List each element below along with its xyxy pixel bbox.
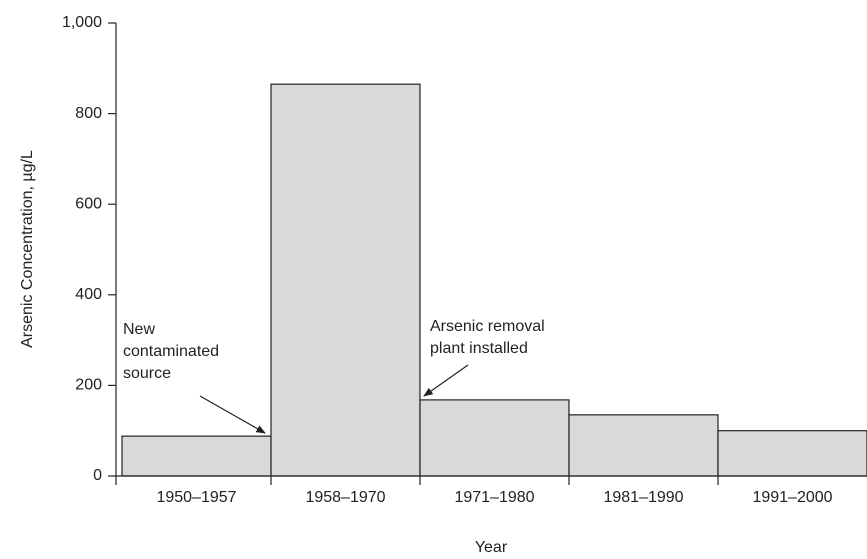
bar [419,399,570,477]
annotation: source [123,365,171,382]
annotation: plant installed [430,340,528,357]
bar [568,414,719,477]
annotation: Arsenic removal [430,318,545,335]
x-tick-label: 1950–1957 [156,489,236,506]
y-tick-label: 0 [93,467,102,484]
y-tick-label: 400 [75,286,102,303]
bar [717,430,867,477]
annotation-arrow [199,395,266,434]
annotation: New [123,321,155,338]
x-tick-label: 1981–1990 [603,489,683,506]
x-tick-label: 1958–1970 [305,489,385,506]
bars [121,83,867,477]
y-axis-label: Arsenic Concentration, µg/L [19,150,36,348]
bar [270,83,421,477]
x-axis-label: Year [475,539,508,556]
annotation-arrow [423,364,469,397]
y-tick-label: 200 [75,377,102,394]
y-tick-label: 1,000 [62,14,102,31]
y-tick-label: 800 [75,105,102,122]
annotation: contaminated [123,343,219,360]
bar [121,435,272,477]
y-tick-label: 600 [75,195,102,212]
x-tick-label: 1991–2000 [752,489,832,506]
x-tick-label: 1971–1980 [454,489,534,506]
